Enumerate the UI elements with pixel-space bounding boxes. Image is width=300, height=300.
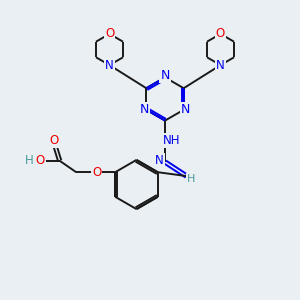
Text: N: N: [155, 154, 164, 167]
Text: O: O: [36, 154, 45, 167]
Text: O: O: [105, 27, 114, 40]
Text: N: N: [105, 58, 114, 72]
Text: O: O: [92, 166, 101, 179]
Text: N: N: [140, 103, 149, 116]
Text: N: N: [216, 58, 225, 72]
Text: N: N: [181, 103, 190, 116]
Text: O: O: [50, 134, 59, 147]
Text: N: N: [160, 69, 170, 82]
Text: H: H: [25, 154, 34, 167]
Text: O: O: [216, 27, 225, 40]
Text: NH: NH: [163, 134, 180, 147]
Text: H: H: [187, 174, 195, 184]
